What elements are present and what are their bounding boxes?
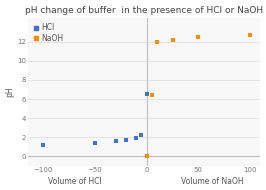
Legend: HCl, NaOH: HCl, NaOH [32, 22, 65, 44]
Point [124, 139, 128, 142]
Point [144, 93, 149, 96]
Point [248, 34, 252, 37]
Y-axis label: pH: pH [6, 87, 15, 97]
Text: Volume of NaOH: Volume of NaOH [181, 177, 244, 186]
Point [144, 154, 149, 157]
Text: Volume of HCl: Volume of HCl [48, 177, 101, 186]
Point [93, 141, 97, 144]
Point [150, 94, 154, 97]
Title: pH change of buffer  in the presence of HCl or NaOH: pH change of buffer in the presence of H… [25, 6, 263, 15]
Point [155, 40, 159, 44]
Point [41, 143, 45, 146]
Point [134, 137, 139, 140]
Point [171, 39, 175, 42]
Point [139, 134, 144, 137]
Point [196, 36, 201, 39]
Point [114, 139, 118, 142]
